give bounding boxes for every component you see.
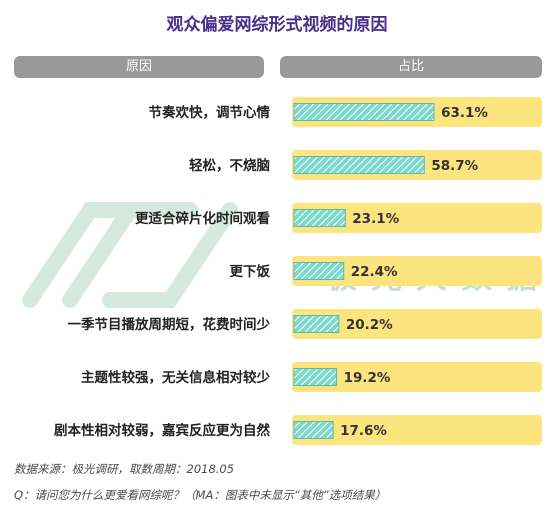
category-label: 更适合碎片化时间观看: [135, 210, 270, 227]
value-label: 63.1%: [441, 105, 488, 121]
category-label: 轻松，不烧脑: [189, 157, 270, 174]
bar: [293, 156, 425, 174]
chart-title: 观众偏爱网综形式视频的原因: [166, 15, 388, 35]
value-label: 22.4%: [351, 264, 398, 280]
row-highlight: [292, 415, 542, 445]
category-label: 主题性较强，无关信息相对较少: [81, 369, 270, 386]
value-label: 23.1%: [352, 211, 399, 227]
row-highlight: [292, 309, 542, 339]
value-label: 19.2%: [344, 370, 391, 386]
question-note: Q：请问您为什么更爱看网综呢？（MA：图表中未显示“其他”选项结果）: [14, 488, 387, 502]
row-highlight: [292, 256, 542, 286]
header-share: 占比: [280, 56, 542, 78]
row-highlight: [292, 362, 542, 392]
watermark-logo-icon: [22, 202, 238, 308]
bar: [293, 315, 340, 333]
row-highlight: [292, 203, 542, 233]
bar: [293, 262, 345, 280]
category-label: 剧本性相对较弱，嘉宾反应更为自然: [54, 422, 270, 439]
value-label: 20.2%: [346, 317, 393, 333]
value-label: 58.7%: [431, 158, 478, 174]
bar: [293, 421, 334, 439]
source-note: 数据来源：极光调研，取数周期：2018.05: [14, 462, 235, 476]
header-reason: 原因: [14, 56, 264, 78]
bar: [293, 209, 346, 227]
category-label: 更下饭: [230, 263, 271, 280]
category-label: 节奏欢快，调节心情: [149, 104, 271, 121]
bar: [293, 103, 435, 121]
bar: [293, 368, 338, 386]
category-label: 一季节目播放周期短，花费时间少: [68, 316, 271, 333]
value-label: 17.6%: [340, 423, 387, 439]
